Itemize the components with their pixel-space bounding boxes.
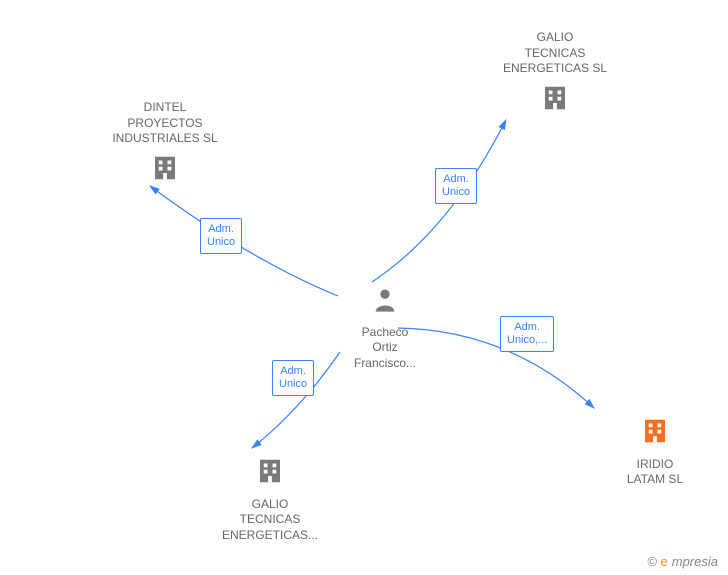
node-iridio[interactable]: IRIDIOLATAM SL (590, 410, 720, 488)
edge-label-iridio: Adm.Unico,... (500, 316, 554, 352)
watermark: © e mpresia (647, 554, 718, 569)
node-label-line: DINTEL (100, 100, 230, 116)
edge-label-line: Adm. (207, 223, 235, 236)
copyright-symbol: © (647, 554, 657, 569)
node-label-line: TECNICAS (205, 512, 335, 528)
node-label-line: IRIDIO (590, 457, 720, 473)
node-label-line: GALIO (490, 30, 620, 46)
edge-label-line: Unico (442, 186, 470, 199)
building-icon (255, 456, 285, 491)
center-person-node[interactable]: PachecoOrtizFrancisco... (340, 280, 430, 371)
edge-label-galio_top: Adm.Unico (435, 168, 477, 204)
watermark-first-letter: e (661, 554, 668, 569)
watermark-text: mpresia (672, 554, 718, 569)
edge-label-line: Adm. (279, 365, 307, 378)
building-icon (640, 416, 670, 451)
node-label-line: GALIO (205, 497, 335, 513)
node-label-line: ENERGETICAS... (205, 528, 335, 544)
edge-label-galio_bottom: Adm.Unico (272, 360, 314, 396)
edge-label-line: Adm. (507, 321, 547, 334)
edge-label-dintel: Adm.Unico (200, 218, 242, 254)
node-label-line: INDUSTRIALES SL (100, 131, 230, 147)
node-galio_top[interactable]: GALIOTECNICASENERGETICAS SL (490, 30, 620, 123)
edge-dintel (150, 186, 338, 296)
node-galio_bottom[interactable]: GALIOTECNICASENERGETICAS... (205, 450, 335, 543)
edge-label-line: Unico,... (507, 334, 547, 347)
edge-label-line: Adm. (442, 173, 470, 186)
node-label-line: TECNICAS (490, 46, 620, 62)
edge-label-line: Unico (207, 236, 235, 249)
center-label-line: Francisco... (340, 356, 430, 372)
node-label-line: ENERGETICAS SL (490, 61, 620, 77)
edge-label-line: Unico (279, 378, 307, 391)
center-label-line: Ortiz (340, 340, 430, 356)
person-icon (371, 286, 399, 319)
building-icon (540, 83, 570, 118)
node-dintel[interactable]: DINTELPROYECTOSINDUSTRIALES SL (100, 100, 230, 193)
building-icon (150, 153, 180, 188)
node-label-line: LATAM SL (590, 472, 720, 488)
center-label-line: Pacheco (340, 325, 430, 341)
node-label-line: PROYECTOS (100, 116, 230, 132)
